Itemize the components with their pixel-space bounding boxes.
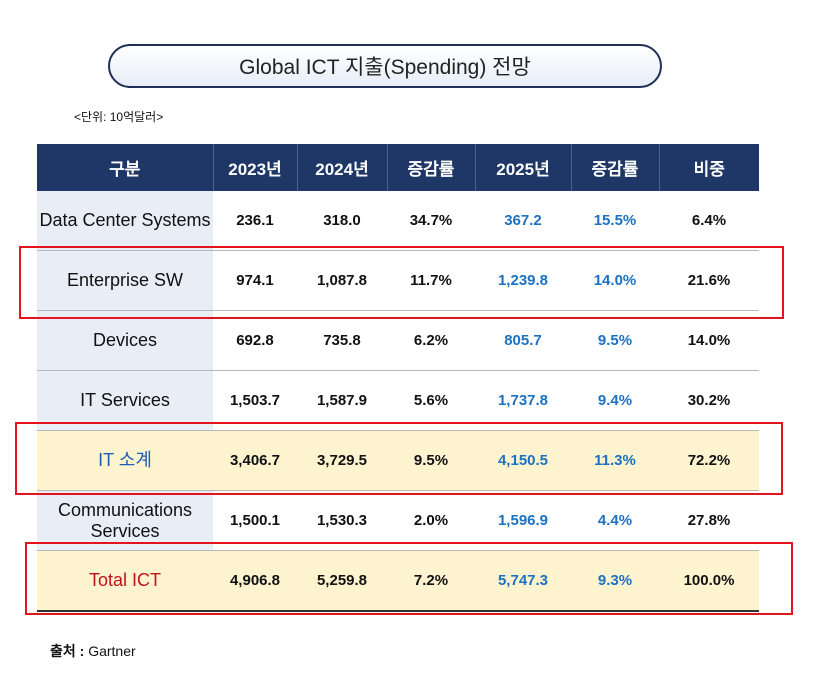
header-growth-2025: 증감률 — [570, 144, 659, 191]
growth-2024: 9.5% — [387, 430, 475, 491]
value-2024: 1,087.8 — [297, 250, 387, 311]
value-2025: 1,596.9 — [475, 490, 571, 551]
header-2023: 2023년 — [212, 144, 297, 191]
value-2024: 1,530.3 — [297, 490, 387, 551]
growth-2024: 5.6% — [387, 370, 475, 431]
growth-2024: 2.0% — [387, 490, 475, 551]
ict-spending-table: 구분 2023년 2024년 증감률 2025년 증감률 비중 Data Cen… — [37, 144, 759, 612]
table-row-total: Total ICT 4,906.8 5,259.8 7.2% 5,747.3 9… — [37, 550, 759, 612]
share: 72.2% — [659, 430, 759, 491]
value-2024: 1,587.9 — [297, 370, 387, 431]
highlight-box-total-ict — [25, 542, 793, 615]
unit-note: <단위: 10억달러> — [74, 110, 164, 124]
growth-2025: 15.5% — [571, 191, 659, 251]
share: 6.4% — [659, 191, 759, 251]
share: 100.0% — [659, 550, 759, 612]
value-2025: 1,239.8 — [475, 250, 571, 311]
source-label: 출처 : — [50, 643, 85, 659]
value-2023: 4,906.8 — [213, 550, 297, 612]
row-label: Enterprise SW — [37, 250, 213, 311]
growth-2024: 11.7% — [387, 250, 475, 311]
value-2023: 236.1 — [213, 191, 297, 251]
growth-2024: 6.2% — [387, 310, 475, 371]
header-2025: 2025년 — [474, 144, 571, 191]
value-2023: 3,406.7 — [213, 430, 297, 491]
value-2025: 805.7 — [475, 310, 571, 371]
table-row: Communications Services 1,500.1 1,530.3 … — [37, 490, 759, 551]
growth-2025: 9.3% — [571, 550, 659, 612]
growth-2025: 9.4% — [571, 370, 659, 431]
row-label: Devices — [37, 310, 213, 371]
row-label: Total ICT — [37, 550, 213, 612]
header-category: 구분 — [37, 144, 213, 191]
row-label: Communications Services — [37, 490, 213, 551]
header-2024: 2024년 — [296, 144, 387, 191]
header-share: 비중 — [658, 144, 759, 191]
value-2024: 735.8 — [297, 310, 387, 371]
value-2023: 974.1 — [213, 250, 297, 311]
share: 30.2% — [659, 370, 759, 431]
title-banner: Global ICT 지출(Spending) 전망 — [108, 44, 662, 88]
value-2024: 3,729.5 — [297, 430, 387, 491]
value-2025: 367.2 — [475, 191, 571, 251]
table-row: Data Center Systems 236.1 318.0 34.7% 36… — [37, 191, 759, 251]
growth-2024: 34.7% — [387, 191, 475, 251]
header-growth-2024: 증감률 — [386, 144, 475, 191]
source-note: 출처 : Gartner — [50, 641, 136, 661]
row-label: Data Center Systems — [37, 191, 213, 251]
table-row: IT Services 1,503.7 1,587.9 5.6% 1,737.8… — [37, 370, 759, 431]
growth-2025: 11.3% — [571, 430, 659, 491]
value-2023: 1,500.1 — [213, 490, 297, 551]
share: 21.6% — [659, 250, 759, 311]
share: 14.0% — [659, 310, 759, 371]
value-2025: 1,737.8 — [475, 370, 571, 431]
growth-2025: 14.0% — [571, 250, 659, 311]
table-header-row: 구분 2023년 2024년 증감률 2025년 증감률 비중 — [37, 144, 759, 191]
source-value: Gartner — [88, 643, 136, 659]
value-2023: 692.8 — [213, 310, 297, 371]
growth-2024: 7.2% — [387, 550, 475, 612]
value-2023: 1,503.7 — [213, 370, 297, 431]
value-2024: 318.0 — [297, 191, 387, 251]
page-title: Global ICT 지출(Spending) 전망 — [239, 56, 531, 79]
table-row: Enterprise SW 974.1 1,087.8 11.7% 1,239.… — [37, 250, 759, 311]
share: 27.8% — [659, 490, 759, 551]
table-row-subtotal: IT 소계 3,406.7 3,729.5 9.5% 4,150.5 11.3%… — [37, 430, 759, 491]
row-label: IT Services — [37, 370, 213, 431]
highlight-box-it-subtotal — [15, 422, 783, 495]
growth-2025: 9.5% — [571, 310, 659, 371]
value-2025: 4,150.5 — [475, 430, 571, 491]
highlight-box-enterprise-sw — [19, 246, 784, 319]
growth-2025: 4.4% — [571, 490, 659, 551]
value-2025: 5,747.3 — [475, 550, 571, 612]
table-row: Devices 692.8 735.8 6.2% 805.7 9.5% 14.0… — [37, 310, 759, 371]
value-2024: 5,259.8 — [297, 550, 387, 612]
row-label: IT 소계 — [37, 430, 213, 491]
